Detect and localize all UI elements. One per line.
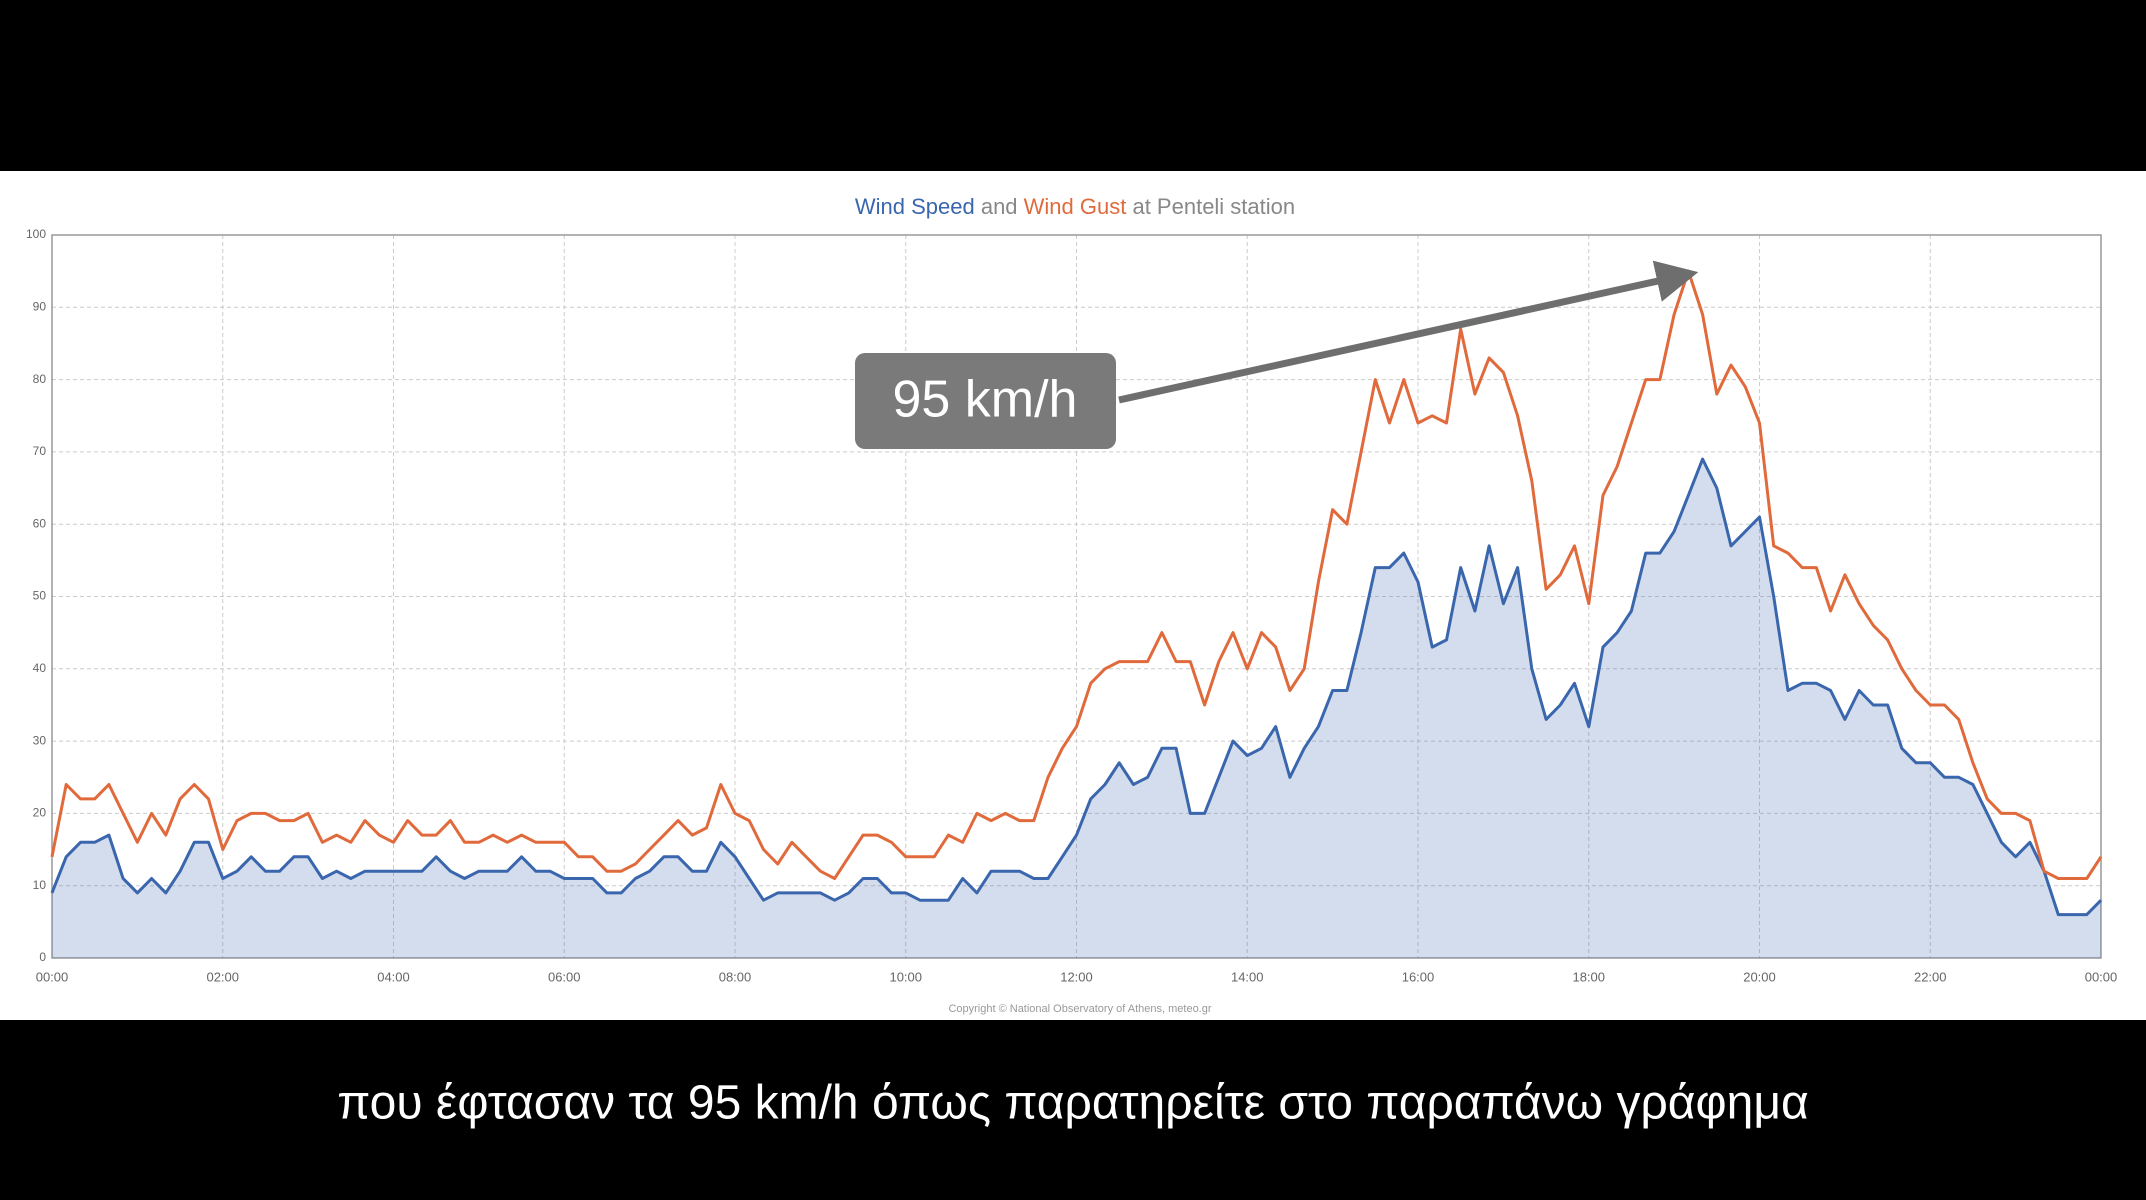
x-tick-label: 06:00 (548, 969, 581, 984)
y-tick-label: 60 (33, 516, 47, 530)
x-tick-label: 10:00 (889, 969, 922, 984)
y-tick-label: 20 (33, 806, 47, 820)
plot-border (51, 234, 2102, 959)
y-tick-label: 40 (33, 661, 47, 675)
y-tick-label: 0 (39, 950, 46, 964)
title-part: at Penteli station (1126, 194, 1295, 219)
title-part: Wind Speed (855, 194, 975, 219)
x-tick-label: 16:00 (1402, 969, 1435, 984)
x-tick-label: 00:00 (2085, 969, 2118, 984)
x-tick-label: 04:00 (377, 969, 410, 984)
series-area (52, 459, 2101, 958)
title-part: and (975, 194, 1024, 219)
y-tick-label: 10 (33, 878, 47, 892)
x-tick-label: 08:00 (719, 969, 752, 984)
y-tick-label: 50 (33, 589, 47, 603)
x-tick-label: 02:00 (206, 969, 239, 984)
chart-panel (0, 171, 2146, 1020)
y-tick-label: 80 (33, 372, 47, 386)
y-tick-label: 70 (33, 444, 47, 458)
caption: που έφτασαν τα 95 km/h όπως παρατηρείτε … (337, 1077, 1809, 1130)
x-tick-label: 12:00 (1060, 969, 1093, 984)
x-tick-label: 14:00 (1231, 969, 1264, 984)
x-tick-label: 18:00 (1572, 969, 1605, 984)
chart-title: Wind Speed and Wind Gust at Penteli stat… (855, 194, 1295, 219)
series-line (50, 457, 2103, 917)
x-tick-label: 20:00 (1743, 969, 1776, 984)
x-tick-label: 00:00 (36, 969, 69, 984)
x-tick-label: 22:00 (1914, 969, 1947, 984)
title-part: Wind Gust (1024, 194, 1127, 219)
credit: Copyright © National Observatory of Athe… (948, 1003, 1211, 1015)
annotation-text: 95 km/h (893, 371, 1078, 429)
annotation-box (855, 353, 1116, 449)
annotation-arrow (1118, 260, 1699, 404)
series-line (50, 269, 2103, 880)
y-tick-label: 100 (26, 227, 46, 241)
y-tick-label: 90 (33, 299, 47, 313)
y-tick-label: 30 (33, 733, 47, 747)
